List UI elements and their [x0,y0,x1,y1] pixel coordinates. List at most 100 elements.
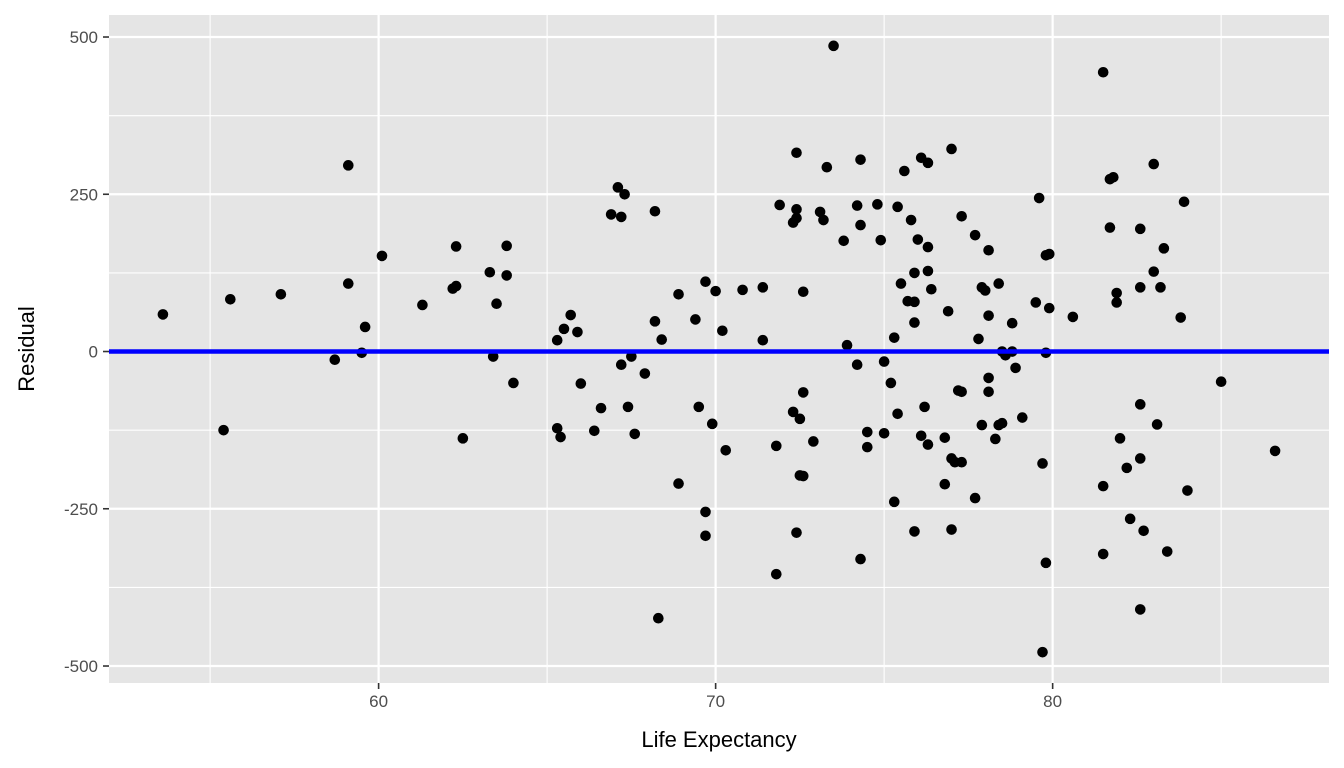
data-point [828,40,839,52]
data-point [417,299,428,311]
data-point [855,553,866,565]
data-point [797,470,809,482]
data-point [922,241,934,253]
data-point [575,378,587,389]
data-point [818,214,829,226]
data-point [973,333,984,345]
data-point [551,334,563,346]
data-point [983,310,994,321]
data-point [905,214,917,226]
data-point [1158,243,1170,254]
data-point [983,244,994,256]
data-point [939,478,951,490]
data-point [342,278,354,289]
x-tick-label: 80 [1043,692,1062,711]
data-point [710,285,721,297]
y-tick-label: 250 [70,185,98,204]
data-point [875,234,887,246]
x-axis-title: Life Expectancy [641,727,796,752]
data-point [690,314,701,325]
data-point [1040,557,1052,569]
data-point [589,425,600,437]
data-point [1114,433,1126,444]
data-point [774,199,785,211]
data-point [1161,546,1173,557]
data-point [649,316,661,327]
data-point [1067,311,1079,323]
data-point [791,212,802,224]
data-point [1097,548,1109,560]
data-point [909,267,920,279]
data-point [700,276,711,287]
data-point [872,199,883,210]
y-axis-title: Residual [14,306,39,392]
data-point [892,201,903,213]
data-point [1104,222,1116,233]
data-point [855,154,866,165]
data-point [791,147,802,159]
data-point [157,309,169,320]
y-tick-label: -500 [64,657,98,676]
data-point [639,368,651,379]
data-point [225,294,236,305]
data-point [956,386,967,398]
data-point [1269,445,1281,457]
data-point [1182,485,1193,496]
data-point [706,418,718,430]
data-point [1043,302,1055,314]
data-point [757,334,769,346]
data-point [342,160,354,171]
data-point [572,326,583,338]
data-point [808,436,819,447]
data-point [1134,282,1146,293]
data-point [885,377,897,389]
data-point [450,280,462,292]
data-point [558,323,570,335]
data-point [491,298,502,310]
data-point [737,284,748,296]
data-point [619,188,630,200]
data-point [1006,317,1018,329]
data-point [996,417,1008,429]
data-point [956,210,967,222]
data-point [1010,362,1021,374]
plot-panel [109,15,1329,683]
data-point [653,612,664,624]
data-point [983,372,994,384]
data-point [1148,266,1160,277]
data-point [1134,223,1146,235]
data-point [484,266,496,278]
data-point [376,250,388,262]
data-point [622,401,634,413]
data-point [909,296,920,308]
data-point [909,317,920,328]
data-point [794,413,806,425]
data-point [888,332,900,343]
data-point [926,283,937,295]
data-point [605,209,617,220]
data-point [770,440,782,452]
data-point [909,526,920,537]
data-point [919,401,930,413]
data-point [946,143,957,155]
data-point [942,305,954,317]
data-point [878,356,890,367]
data-point [501,240,512,252]
data-point [922,439,934,450]
data-point [720,444,732,456]
data-point [838,235,849,247]
data-point [1017,412,1028,423]
data-point [895,278,907,289]
axes: 500 250 0 -250 -500 60 70 80 [64,28,1062,711]
data-point [717,325,728,337]
data-point [969,492,981,504]
data-point [487,351,499,362]
data-point [1151,419,1163,430]
data-point [990,433,1001,445]
data-point [1111,287,1122,299]
data-point [956,456,967,468]
data-point [939,432,951,443]
data-point [861,426,873,438]
data-point [1134,399,1146,410]
data-point [1155,282,1166,293]
